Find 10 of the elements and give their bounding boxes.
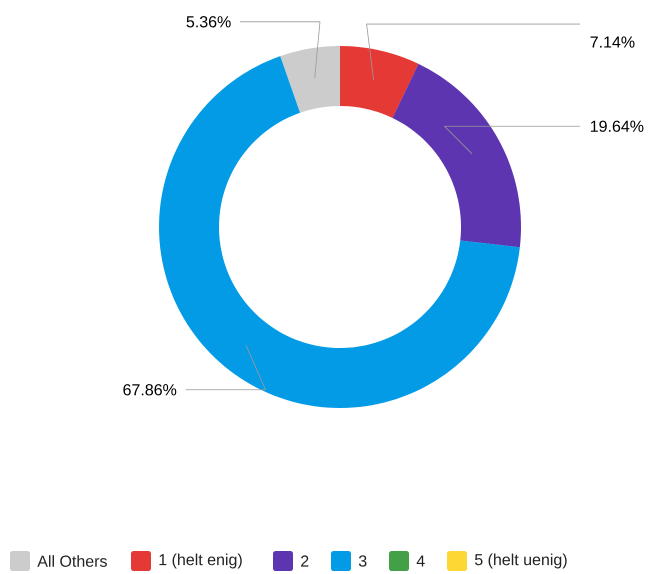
legend-label: 2 (301, 555, 308, 567)
data-label: 67.86% (123, 384, 176, 396)
legend-label: 3 (358, 555, 366, 567)
data-label: 7.14% (590, 36, 635, 48)
data-label: 5.36% (186, 16, 231, 28)
legend-label: 4 (416, 556, 425, 567)
data-label: 19.64% (590, 120, 644, 132)
legend-label: 5 (helt uenig) (474, 554, 567, 568)
legend-label: 1 (helt enig) (159, 554, 242, 568)
legend-label: All Others (37, 555, 107, 567)
